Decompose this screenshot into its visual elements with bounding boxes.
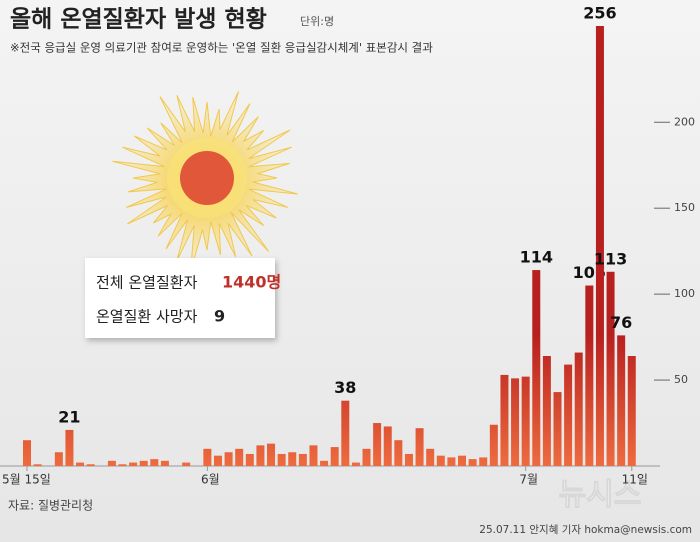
bar [65,429,74,466]
value-label: 21 [58,407,80,426]
bar [320,460,329,466]
bar [213,455,222,466]
watermark: 뉴시스 [559,478,642,513]
credit: 25.07.11 안지혜 기자 hokma@newsis.com [479,524,692,536]
bar [606,271,615,466]
bar [415,428,424,466]
bar [511,378,520,466]
y-tick-label: 150 [674,201,695,214]
bar [627,356,636,466]
value-label: 76 [610,313,632,332]
summary-label: 전체 온열질환자 [96,274,198,292]
x-tick-label: 5월 15일 [2,473,51,487]
bar [309,445,318,466]
bar [564,364,573,466]
bar [426,448,435,466]
bar [86,464,95,466]
bar [404,453,413,466]
unit: 단위:명 [300,15,334,28]
bar [298,453,307,466]
bar [160,460,169,466]
bar [617,335,626,466]
bar [54,452,63,466]
bar [23,440,31,466]
bar [341,400,350,466]
summary-value: 9 [214,307,225,326]
subtitle: ※전국 응급실 운영 의료기관 참여로 운영하는 '온열 질환 응급실감시체계'… [10,41,433,55]
bar [129,462,138,466]
bar [33,464,42,466]
bar [436,455,445,466]
bar [203,448,212,466]
bar [362,448,371,466]
bar [479,457,488,466]
value-label: 114 [520,248,553,267]
bar [256,445,265,466]
bar [574,352,583,466]
bar [351,462,360,466]
y-tick-label: 200 [674,115,695,128]
bar [76,462,85,466]
bar [553,392,562,466]
bar [383,426,392,466]
bar [500,374,509,466]
value-label: 113 [594,249,627,268]
sun-illustration [112,91,298,271]
bar [235,448,244,466]
bar [585,285,594,466]
bar [139,460,148,466]
summary-label: 온열질환 사망자 [96,308,198,326]
bar [330,447,339,466]
bar [288,452,297,466]
x-tick-label: 6월 [201,473,220,487]
bar [118,464,127,466]
bar [182,462,191,466]
sun-core [180,151,234,205]
bar [107,460,116,466]
x-tick-label: 7월 [519,473,538,487]
bar [489,424,498,466]
bar [277,453,286,466]
bar [394,440,403,466]
bar [458,455,467,466]
bar [267,443,276,466]
value-label: 38 [334,378,356,397]
bar [595,26,604,466]
bar [224,452,233,466]
bar [521,376,530,466]
bar [150,459,159,466]
bar [468,459,477,466]
bar [447,457,456,466]
source: 자료: 질병관리청 [8,499,93,513]
value-label: 256 [583,4,616,23]
summary-value: 1440명 [222,273,281,292]
bar [532,270,541,466]
y-tick-label: 50 [674,373,688,386]
chart-title: 올해 온열질환자 발생 현황 [10,7,267,33]
x-tick-label: 11일 [622,473,648,487]
bar [542,356,551,466]
bar [245,453,254,466]
y-tick-label: 100 [674,287,695,300]
summary-box [85,258,275,338]
bar [373,423,382,466]
